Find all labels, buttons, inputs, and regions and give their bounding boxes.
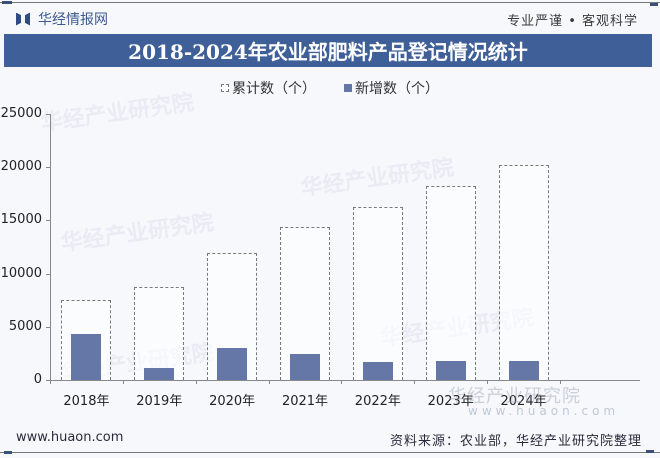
- x-tick: [122, 380, 124, 384]
- x-tick-label: 2020年: [209, 394, 256, 409]
- x-tick: [414, 380, 416, 384]
- bar-new: [435, 360, 466, 380]
- x-tick: [195, 380, 197, 384]
- top-border: [0, 2, 660, 3]
- bar-cumulative: [280, 226, 330, 380]
- y-tick: [46, 273, 50, 275]
- y-tick: [46, 380, 50, 381]
- brand-name: 华经情报网: [38, 12, 108, 28]
- x-axis: [50, 380, 640, 381]
- legend-label-cumulative: 累计数（个）: [232, 81, 316, 97]
- y-tick-label: 0: [33, 372, 42, 387]
- chart-title: 2018-2024年农业部肥料产品登记情况统计: [4, 34, 652, 67]
- bar-new: [508, 360, 539, 380]
- x-tick: [268, 380, 270, 384]
- y-axis: [50, 114, 51, 380]
- x-tick: [341, 380, 343, 384]
- slogan: 专业严谨 • 客观科学: [507, 14, 638, 29]
- y-tick: [46, 326, 50, 328]
- legend-item-cumulative: 累计数（个）: [221, 78, 316, 98]
- plot-area: 0 5000 10000 15000 20000 25000 2018年 2019年 2020年…: [1, 106, 640, 409]
- footer-url: www.huaon.com: [16, 430, 124, 445]
- brand: 华经情报网: [16, 10, 108, 28]
- bar-new: [362, 361, 393, 380]
- brand-logo-icon: [16, 13, 30, 26]
- bar-new: [144, 368, 175, 380]
- watermark-url: www.huaon.com: [468, 404, 620, 418]
- legend: 累计数（个） 新增数（个）: [0, 78, 660, 98]
- y-tick: [46, 114, 50, 115]
- y-tick-label: 5000: [8, 318, 42, 334]
- bar-cumulative: [498, 165, 549, 380]
- x-tick-label: 2021年: [281, 394, 329, 409]
- bar-cumulative: [352, 206, 403, 380]
- bottom-border: [0, 452, 660, 453]
- x-tick: [50, 380, 51, 384]
- bar-new: [71, 334, 102, 380]
- dashed-box-icon: [221, 84, 229, 92]
- x-tick-label: 2019年: [136, 394, 183, 409]
- x-tick: [560, 380, 561, 384]
- legend-item-new: 新增数（个）: [344, 78, 439, 98]
- y-tick: [46, 220, 50, 222]
- legend-label-new: 新增数（个）: [355, 81, 439, 97]
- bar-new: [290, 354, 320, 380]
- footer-source: 资料来源：农业部，华经产业研究院整理: [389, 434, 642, 449]
- x-tick-label: 2022年: [354, 394, 401, 409]
- y-tick-label: 10000: [0, 265, 42, 281]
- x-tick-label: 2023年: [427, 394, 474, 409]
- bar-new: [217, 348, 248, 380]
- filled-box-icon: [344, 84, 352, 92]
- y-tick-label: 20000: [0, 159, 42, 175]
- top-left-mark: [2, 1, 12, 4]
- bar-cumulative: [425, 186, 476, 380]
- y-tick: [46, 167, 50, 169]
- y-tick-label: 15000: [0, 212, 42, 228]
- bottom-left-mark: [4, 451, 12, 454]
- bottom-right-mark: [646, 450, 654, 453]
- x-tick: [487, 380, 489, 384]
- y-tick-label: 25000: [0, 106, 42, 121]
- x-tick-label: 2018年: [63, 394, 110, 409]
- watermark-logo-text: 华经产业研究院: [448, 386, 581, 407]
- x-tick-label: 2024年: [500, 394, 547, 409]
- bar-cumulative: [134, 287, 185, 380]
- top-right-mark: [650, 3, 658, 6]
